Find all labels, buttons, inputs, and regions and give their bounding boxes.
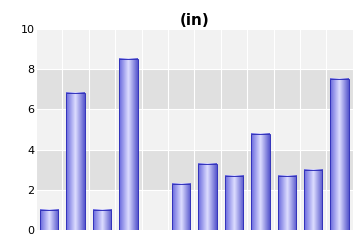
Bar	[198, 164, 217, 230]
Bar	[36, 69, 353, 109]
Bar	[66, 93, 85, 230]
Bar	[36, 190, 353, 230]
Bar	[40, 210, 58, 230]
Bar	[172, 184, 190, 230]
Bar	[304, 170, 323, 230]
Bar	[225, 176, 243, 230]
Bar	[36, 150, 353, 190]
Bar	[36, 29, 353, 69]
Bar	[278, 176, 296, 230]
Bar	[36, 109, 353, 150]
Title: (in): (in)	[180, 13, 209, 28]
Bar	[330, 79, 349, 230]
Bar	[93, 210, 111, 230]
Bar	[119, 59, 138, 230]
Bar	[251, 134, 270, 230]
